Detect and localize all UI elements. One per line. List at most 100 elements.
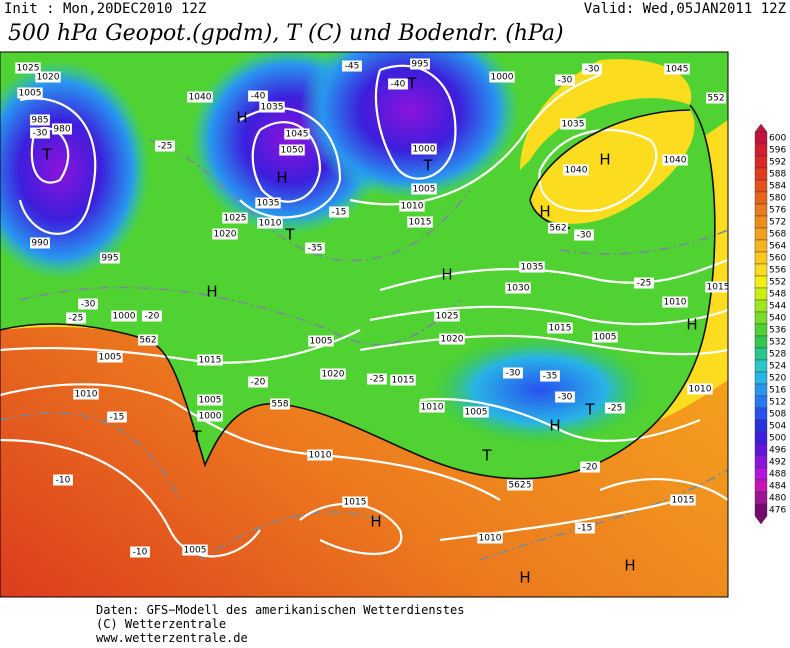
contour-label-box: [399, 200, 425, 212]
contour-label-box: [555, 74, 575, 86]
colorbar-label: 568: [769, 230, 786, 240]
colorbar-swatch: [754, 287, 768, 301]
colorbar-label: 528: [769, 350, 786, 360]
contour-label-box: [519, 261, 545, 273]
contour-label-box: [279, 144, 305, 156]
contour-label: -15: [110, 413, 125, 423]
contour-label: -25: [637, 279, 652, 289]
contour-label-box: [97, 351, 123, 363]
contour-label-box: [687, 383, 713, 395]
contour-label-box: [548, 222, 568, 234]
colorbar-swatch: [754, 131, 768, 145]
contour-label-box: [540, 370, 560, 382]
contour-label: 1010: [75, 390, 98, 400]
colorbar-swatch: [754, 407, 768, 421]
colorbar-label: 484: [769, 482, 786, 492]
contour-label: 1040: [189, 93, 212, 103]
cold-low-north: [300, 52, 520, 200]
contour-label: 1030: [507, 284, 530, 294]
colorbar-label: 564: [769, 242, 786, 252]
colorbar-label: 512: [769, 398, 786, 408]
contour-label-box: [17, 87, 43, 99]
contour-label-box: [107, 411, 127, 423]
colorbar-swatch: [754, 167, 768, 181]
contour-label-box: [505, 282, 531, 294]
contour-label: 1015: [344, 498, 367, 508]
contour-label-box: [248, 376, 268, 388]
contour-label-box: [138, 334, 158, 346]
contour-label-box: [182, 544, 208, 556]
colorbar-label: 504: [769, 422, 786, 432]
contour-label-box: [222, 212, 248, 224]
contour-label: 562: [508, 481, 525, 491]
footer-line: (C) Wetterzentrale: [96, 617, 226, 631]
contour-label: 562: [139, 336, 156, 346]
contour-label: 1015: [409, 218, 432, 228]
contour-label-box: [73, 388, 99, 400]
contour-label-box: [30, 114, 50, 126]
colorbar-label: 548: [769, 290, 786, 300]
contour-label: 1035: [521, 263, 544, 273]
contour-label: 1010: [401, 202, 424, 212]
contour-label: 990: [31, 239, 48, 249]
contour-label: 1015: [549, 324, 572, 334]
contour-label: 1045: [666, 65, 689, 75]
contour-label: -30: [33, 129, 48, 139]
pressure-center: H: [236, 109, 247, 127]
colorbar-label: 596: [769, 146, 786, 156]
pressure-center: H: [370, 513, 381, 531]
contour-label-box: [388, 78, 408, 90]
contour-label-box: [592, 331, 618, 343]
contour-label: 1015: [199, 356, 222, 366]
colorbar-swatch: [754, 383, 768, 397]
contour-label-box: [257, 217, 283, 229]
colorbar-swatch: [754, 215, 768, 229]
contour-label: 1000: [491, 73, 514, 83]
colorbar-label: 560: [769, 254, 786, 264]
colorbar-arrow-top: [754, 123, 768, 133]
contour-label: -30: [81, 300, 96, 310]
colorbar-swatch: [754, 203, 768, 217]
contour-label-box: [411, 143, 437, 155]
colorbar-label: 476: [769, 506, 786, 516]
ridge-core: [530, 110, 695, 224]
contour-label: 1000: [199, 412, 222, 422]
colorbar-swatch: [754, 263, 768, 277]
contour-label: 1005: [465, 408, 488, 418]
contour-label-box: [212, 228, 238, 240]
colorbar-swatch: [754, 335, 768, 349]
pressure-center: H: [549, 417, 560, 435]
contour-label: -25: [608, 404, 623, 414]
contour-label: 1005: [199, 396, 222, 406]
colorbar-swatch: [754, 347, 768, 361]
colorbar-label: 520: [769, 374, 786, 384]
contour-label-box: [197, 410, 223, 422]
colorbar-swatch: [754, 443, 768, 457]
pressure-center: T: [406, 75, 417, 93]
ridge: [520, 59, 692, 170]
contour-label-box: [664, 63, 690, 75]
contour-label-box: [563, 164, 589, 176]
colorbar-label: 516: [769, 386, 786, 396]
contour-label-box: [439, 333, 465, 345]
contour-label: -30: [585, 65, 600, 75]
contour-label: 1020: [322, 370, 345, 380]
colorbar-label: 488: [769, 470, 786, 480]
colorbar-swatch: [754, 455, 768, 469]
contour-label-box: [605, 402, 625, 414]
contour-label: -25: [370, 375, 385, 385]
pressure-center: T: [284, 226, 295, 244]
colorbar-label: 576: [769, 206, 786, 216]
contour-label-box: [575, 522, 595, 534]
cold-pool-east: [430, 335, 650, 445]
contour-label-box: [142, 310, 162, 322]
contour-label: -35: [543, 372, 558, 382]
colorbar-label: 572: [769, 218, 786, 228]
colorbar-swatch: [754, 227, 768, 241]
contour-label-box: [35, 71, 61, 83]
contour-label-box: [187, 91, 213, 103]
contour-label: -45: [345, 62, 360, 72]
contour-label-box: [53, 474, 73, 486]
